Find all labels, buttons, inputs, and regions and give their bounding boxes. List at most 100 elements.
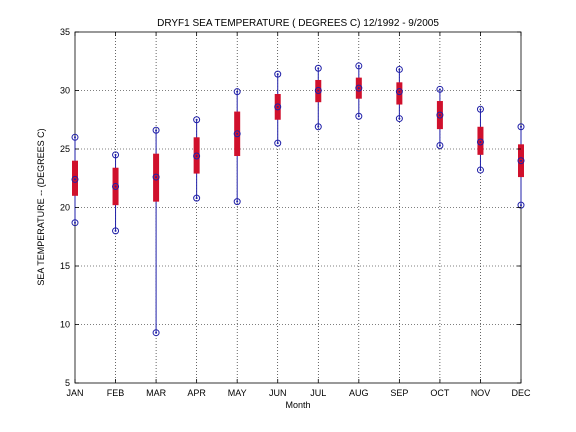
median-marker xyxy=(152,173,160,181)
y-tick-label: 20 xyxy=(60,203,70,213)
median-marker xyxy=(476,138,484,146)
max-marker xyxy=(395,65,403,73)
box-feb xyxy=(112,151,120,235)
min-marker-dot xyxy=(317,125,320,128)
y-tick-label: 25 xyxy=(60,144,70,154)
median-marker xyxy=(355,84,363,92)
max-marker-dot xyxy=(398,68,401,71)
max-marker xyxy=(517,123,525,131)
y-tick-label: 30 xyxy=(60,86,70,96)
max-marker-dot xyxy=(479,108,482,111)
grid-lines xyxy=(75,32,521,383)
box-jul xyxy=(314,64,322,131)
max-marker-dot xyxy=(317,67,320,70)
max-marker xyxy=(314,64,322,72)
median-marker-dot xyxy=(357,87,360,90)
median-marker xyxy=(112,182,120,190)
median-marker xyxy=(517,157,525,165)
median-marker xyxy=(233,130,241,138)
x-tick-label-feb: FEB xyxy=(107,388,125,398)
max-marker xyxy=(355,62,363,70)
median-marker-dot xyxy=(398,90,401,93)
median-marker-dot xyxy=(317,89,320,92)
y-axis-label: SEA TEMPERATURE -- (DEGREES C) xyxy=(36,128,46,285)
box-mar xyxy=(152,126,160,337)
tick-labels: 5 10 15 20 25 30 35 JAN FEB MAR APR MAY JUN JUL AUG SEP… xyxy=(60,27,531,398)
box-marks xyxy=(71,62,525,337)
median-marker xyxy=(274,103,282,111)
max-marker-dot xyxy=(236,90,239,93)
max-marker-dot xyxy=(195,118,198,121)
min-marker xyxy=(233,198,241,206)
median-marker-dot xyxy=(236,132,239,135)
min-marker-dot xyxy=(357,115,360,118)
median-marker xyxy=(436,111,444,119)
max-marker xyxy=(233,88,241,96)
min-marker xyxy=(436,141,444,149)
min-marker xyxy=(71,219,79,227)
max-marker-dot xyxy=(357,64,360,67)
box-may xyxy=(233,88,241,206)
box-apr xyxy=(193,116,201,202)
min-marker xyxy=(152,329,160,337)
x-tick-label-jan: JAN xyxy=(66,388,83,398)
y-tick-label: 35 xyxy=(60,27,70,37)
iqr-box xyxy=(396,82,403,105)
median-marker xyxy=(193,152,201,160)
box-sep xyxy=(395,65,403,123)
box-jun xyxy=(274,70,282,147)
x-tick-label-may: MAY xyxy=(228,388,247,398)
max-marker xyxy=(152,126,160,134)
x-axis-label: Month xyxy=(285,400,310,410)
median-marker-dot xyxy=(155,176,158,179)
min-marker xyxy=(112,227,120,235)
min-marker-dot xyxy=(276,142,279,145)
min-marker xyxy=(395,115,403,123)
median-marker xyxy=(395,88,403,96)
max-marker xyxy=(193,116,201,124)
chart-title: DRYF1 SEA TEMPERATURE ( DEGREES C) 12/19… xyxy=(157,18,439,29)
median-marker-dot xyxy=(195,155,198,158)
min-marker-dot xyxy=(236,200,239,203)
min-marker xyxy=(355,112,363,120)
x-tick-label-aug: AUG xyxy=(349,388,369,398)
max-marker-dot xyxy=(155,129,158,132)
max-marker xyxy=(274,70,282,78)
min-marker-dot xyxy=(520,204,522,207)
max-marker xyxy=(476,105,484,113)
box-nov xyxy=(476,105,484,174)
x-tick-label-oct: OCT xyxy=(430,388,450,398)
max-marker-dot xyxy=(520,125,522,128)
median-marker-dot xyxy=(74,178,76,181)
x-tick-label-jul: JUL xyxy=(310,388,326,398)
box-jan xyxy=(71,133,79,227)
y-tick-label: 5 xyxy=(65,378,70,388)
median-marker-dot xyxy=(276,105,279,108)
max-marker xyxy=(71,133,79,141)
min-marker xyxy=(517,201,525,209)
median-marker xyxy=(71,175,79,183)
max-marker-dot xyxy=(114,153,117,156)
min-marker xyxy=(314,123,322,131)
min-marker-dot xyxy=(398,117,401,120)
median-marker xyxy=(314,87,322,94)
max-marker xyxy=(112,151,120,159)
min-marker xyxy=(476,166,484,174)
min-marker xyxy=(274,139,282,147)
x-tick-label-jun: JUN xyxy=(269,388,287,398)
x-tick-label-mar: MAR xyxy=(146,388,167,398)
min-marker-dot xyxy=(74,221,76,224)
median-marker-dot xyxy=(114,185,117,188)
max-marker-dot xyxy=(74,136,76,139)
min-marker-dot xyxy=(438,144,441,147)
min-marker xyxy=(193,194,201,202)
y-tick-label: 15 xyxy=(60,261,70,271)
min-marker-dot xyxy=(114,229,117,232)
min-marker-dot xyxy=(195,197,198,200)
y-tick-label: 10 xyxy=(60,320,70,330)
x-tick-label-dec: DEC xyxy=(511,388,531,398)
x-tick-label-apr: APR xyxy=(187,388,206,398)
median-marker-dot xyxy=(438,114,441,117)
box-aug xyxy=(355,62,363,120)
